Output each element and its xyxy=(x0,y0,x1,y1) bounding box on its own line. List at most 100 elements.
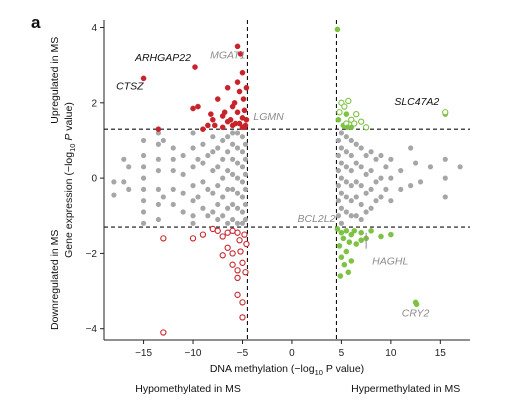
neutral-point xyxy=(225,205,231,211)
neutral-point xyxy=(180,209,186,215)
gene-label-haghl: HAGHL xyxy=(372,255,408,267)
neutral-point xyxy=(205,186,211,193)
gene-label-cry2: CRY2 xyxy=(402,307,430,319)
neutral-point xyxy=(363,152,369,159)
gene-label-lgmn: LGMN xyxy=(253,111,284,123)
hyper-down-point xyxy=(378,233,384,240)
neutral-point xyxy=(348,167,354,174)
neutral-point xyxy=(427,164,434,170)
hypo-down-point xyxy=(160,329,167,336)
neutral-point xyxy=(234,145,241,151)
neutral-point xyxy=(378,194,384,200)
neutral-point xyxy=(358,201,364,208)
hypo-up-point xyxy=(241,107,248,114)
neutral-point xyxy=(225,186,231,193)
neutral-point xyxy=(225,167,231,174)
gene-label-bcl2l2: BCL2L2 xyxy=(297,213,335,225)
hypo-down-point xyxy=(234,267,241,274)
neutral-point xyxy=(408,145,414,151)
neutral-point xyxy=(225,149,231,155)
hypo-up-point xyxy=(214,96,221,102)
hypo-down-point xyxy=(229,250,236,257)
neutral-point xyxy=(140,209,147,215)
panel-label: a xyxy=(31,13,41,32)
neutral-point xyxy=(412,160,419,166)
hyper-down-point xyxy=(353,241,360,247)
neutral-point xyxy=(353,141,359,147)
hypo-down-point xyxy=(236,237,243,244)
neutral-point xyxy=(383,164,389,170)
neutral-point xyxy=(190,164,196,170)
hyper-up-point xyxy=(362,124,370,131)
neutral-point xyxy=(335,167,342,174)
neutral-point xyxy=(160,137,166,144)
neutral-point xyxy=(378,152,384,159)
neutral-point xyxy=(210,190,216,196)
neutral-point xyxy=(239,209,246,215)
hypo-up-point xyxy=(234,79,241,85)
hyper-up-point xyxy=(344,124,351,131)
x-tick-label: 10 xyxy=(385,348,397,359)
hypo-up-point xyxy=(190,105,196,112)
neutral-point xyxy=(234,190,241,196)
hyper-down-point xyxy=(413,301,420,308)
hyper-down-point xyxy=(348,231,355,238)
hypo-up-point xyxy=(234,109,241,116)
hypo-down-point xyxy=(224,244,231,251)
neutral-point xyxy=(190,183,196,189)
neutral-point xyxy=(368,149,374,155)
hypermethylated-label: Hypermethylated in MS xyxy=(351,383,460,395)
neutral-point xyxy=(155,216,162,223)
neutral-point xyxy=(140,220,147,226)
hypo-up-point xyxy=(243,116,250,123)
neutral-point xyxy=(111,179,117,185)
hypo-up-point xyxy=(227,116,234,123)
neutral-point xyxy=(457,164,463,170)
hypo-up-point xyxy=(221,109,228,116)
hypo-up-point xyxy=(155,126,162,132)
neutral-point xyxy=(180,152,186,159)
hyper-down-point xyxy=(343,248,350,255)
neutral-point xyxy=(358,183,364,189)
hyper-down-point xyxy=(388,231,394,238)
hyper-down-point xyxy=(338,229,345,236)
hypo-up-point xyxy=(205,122,211,129)
neutral-point xyxy=(348,198,354,204)
neutral-point xyxy=(215,164,221,170)
neutral-point xyxy=(242,171,249,177)
neutral-point xyxy=(229,216,236,223)
neutral-point xyxy=(348,152,354,159)
neutral-point xyxy=(343,194,349,200)
hyper-up-point xyxy=(358,118,365,125)
neutral-point xyxy=(353,213,359,219)
neutral-point xyxy=(388,156,394,162)
hyper-down-point xyxy=(345,269,352,276)
gene-label-slc47a2: SLC47A2 xyxy=(394,96,439,108)
hypo-up-point xyxy=(140,75,147,82)
neutral-point xyxy=(338,130,345,136)
hypo-down-point xyxy=(199,231,207,238)
neutral-point xyxy=(368,167,374,174)
hyper-down-point xyxy=(343,228,350,234)
neutral-point xyxy=(408,183,414,189)
x-tick-label: 5 xyxy=(339,348,345,359)
neutral-point xyxy=(353,194,359,200)
neutral-point xyxy=(215,183,221,189)
neutral-point xyxy=(335,198,342,204)
neutral-point xyxy=(229,171,236,177)
neutral-point xyxy=(242,156,249,162)
hypo-up-point xyxy=(200,126,206,132)
neutral-point xyxy=(373,179,379,185)
hyper-down-point xyxy=(346,239,353,245)
neutral-point xyxy=(363,190,369,196)
hypomethylated-label: Hypomethylated in MS xyxy=(135,383,241,395)
neutral-point xyxy=(335,213,342,219)
hyper-up-point xyxy=(343,111,350,117)
neutral-point xyxy=(348,213,354,219)
neutral-point xyxy=(335,183,342,189)
hypo-up-point xyxy=(219,124,226,131)
y-axis-title: Gene expression (−log10 P value) xyxy=(63,102,77,258)
neutral-point xyxy=(155,186,162,193)
